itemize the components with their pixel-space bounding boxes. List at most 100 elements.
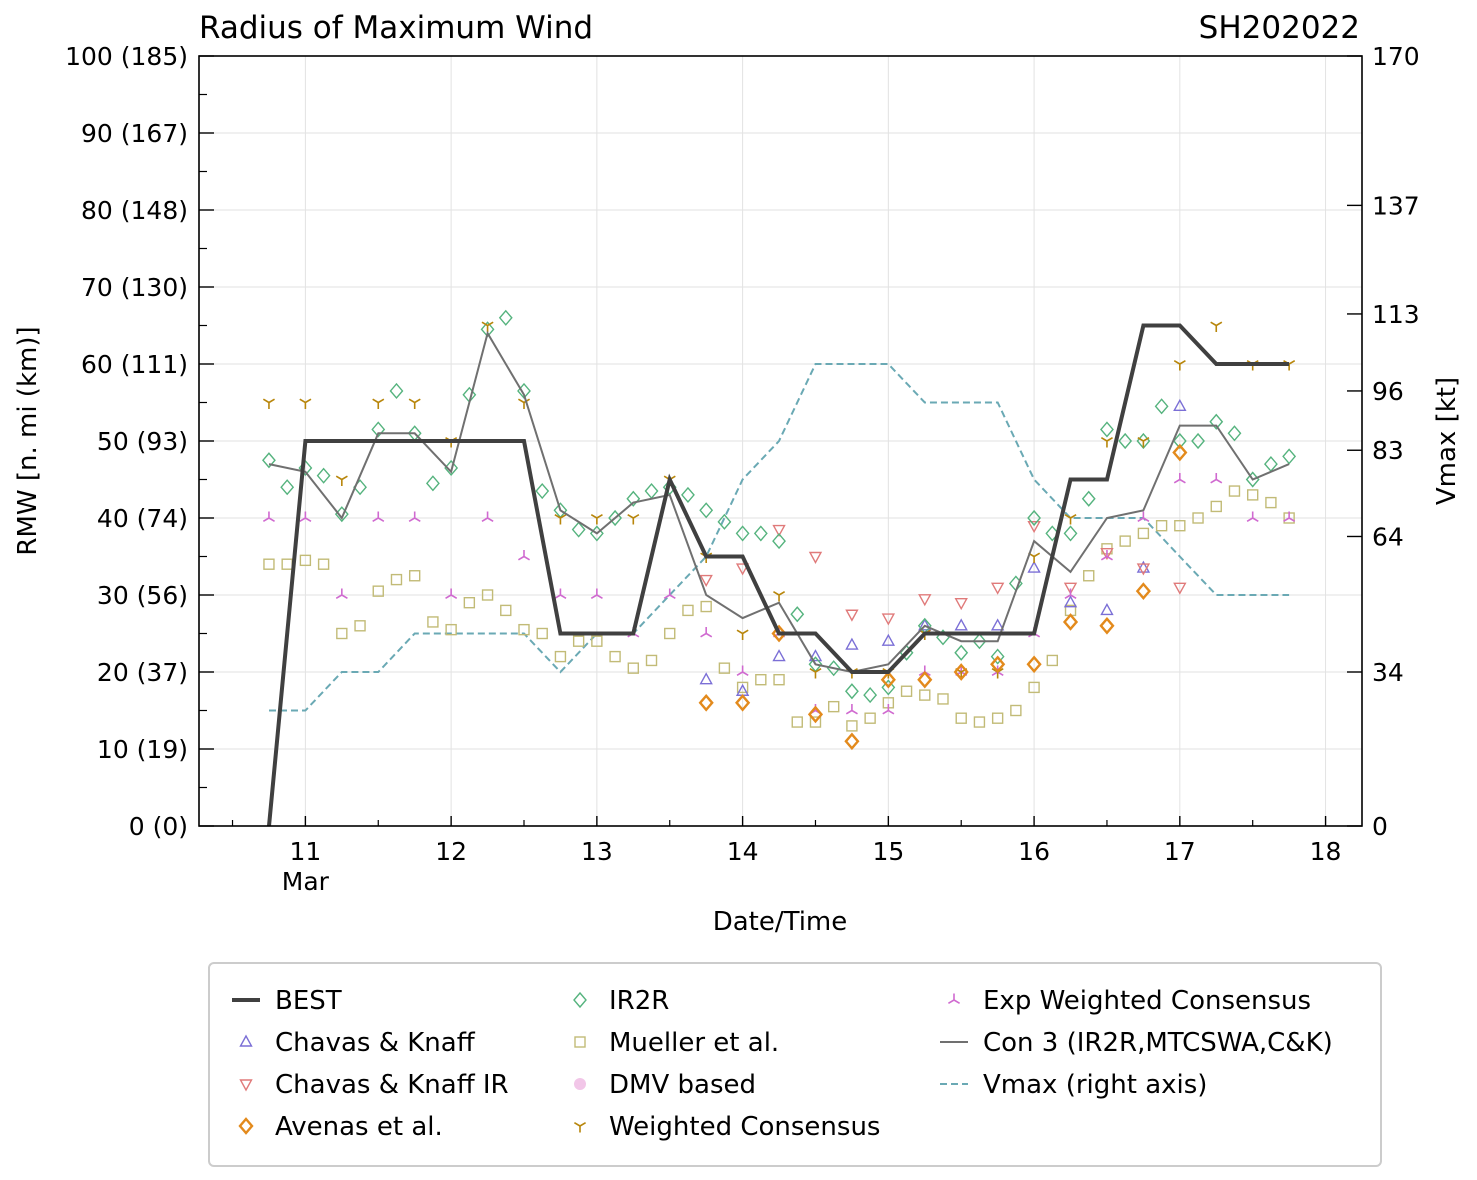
ir2r-marker <box>772 533 786 550</box>
mueller-marker <box>991 712 1004 724</box>
legend-swatch-ewc <box>947 993 961 1004</box>
y2-tick-label: 170 <box>1372 42 1420 71</box>
y-tick-label: 90 (167) <box>81 119 188 148</box>
series-avenas <box>698 443 1188 751</box>
wc-marker <box>1210 321 1223 332</box>
ir2r-marker <box>753 525 768 542</box>
y-tick-label: 80 (148) <box>81 196 188 225</box>
ir2r-marker <box>371 421 386 438</box>
ewc-marker <box>262 511 275 522</box>
ck-marker <box>699 672 713 685</box>
x-axis-label: Date/Time <box>713 907 848 937</box>
ckir-marker <box>1173 582 1187 595</box>
ir2r-marker <box>1209 413 1224 430</box>
ewc-marker <box>1137 511 1150 522</box>
mueller-marker <box>1174 520 1186 532</box>
ck-marker <box>808 649 823 662</box>
mueller-marker <box>1210 500 1222 513</box>
ck-marker <box>1136 560 1151 573</box>
mueller-marker <box>937 693 949 705</box>
legend-label-best: BEST <box>275 986 342 1016</box>
legend-swatch-ir2r <box>573 991 587 1009</box>
mueller-marker <box>336 627 348 640</box>
legend-box <box>208 962 1382 1167</box>
ckir-marker <box>954 598 968 611</box>
legend: BEST Chavas & Knaff Chavas & Knaff IR Avena… <box>232 986 1333 1142</box>
avenas-marker <box>917 670 933 689</box>
mueller-marker <box>536 627 548 640</box>
legend-swatch-mueller <box>574 1036 586 1048</box>
mueller-marker <box>919 689 931 701</box>
mueller-marker <box>1137 527 1150 540</box>
avenas-marker <box>771 624 787 643</box>
axes: 11 12 13 14 15 16 17 18 Mar 0 (0) 10 (19) 20 (37) 30… <box>65 42 1420 896</box>
mueller-marker <box>664 627 676 640</box>
ckir-marker <box>1136 563 1151 576</box>
ir2r-marker <box>280 479 295 496</box>
ir2r-marker <box>626 490 641 507</box>
legend-label-dmv: DMV based <box>609 1070 756 1100</box>
mueller-marker <box>1083 570 1095 582</box>
y-tick-label: 30 (56) <box>97 581 188 610</box>
ck-marker <box>990 618 1005 631</box>
mueller-marker <box>1046 654 1059 667</box>
mueller-marker <box>755 674 767 686</box>
ir2r-marker <box>954 644 969 661</box>
mueller-marker <box>736 681 749 694</box>
wc-marker <box>481 321 494 332</box>
ck-marker <box>1173 398 1187 412</box>
mueller-marker <box>481 589 494 601</box>
y2-tick-label: 0 <box>1372 812 1388 841</box>
x-tick-label: 15 <box>872 837 904 866</box>
mueller-marker <box>1028 681 1040 694</box>
ck-marker <box>1063 595 1078 608</box>
ir2r-marker <box>571 521 586 538</box>
ir2r-marker <box>1191 432 1205 450</box>
ckir-marker <box>845 609 859 622</box>
mueller-marker <box>1246 489 1259 501</box>
mueller-marker <box>518 623 530 636</box>
wc-marker <box>1100 437 1113 448</box>
y2-tick-label: 113 <box>1372 300 1420 329</box>
ckir-marker <box>990 582 1005 595</box>
ckir-marker <box>1100 547 1114 561</box>
ir2r-marker <box>699 502 714 519</box>
ewc-marker <box>736 665 749 676</box>
mueller-marker <box>955 712 967 724</box>
ewc-marker <box>335 588 348 599</box>
ir2r-marker <box>863 687 878 704</box>
legend-label-mueller: Mueller et al. <box>609 1028 779 1058</box>
ewc-marker <box>554 588 567 599</box>
wc-marker <box>590 514 603 525</box>
ewc-marker <box>1283 511 1296 522</box>
ckir-marker <box>1063 582 1078 595</box>
mueller-marker <box>445 623 457 636</box>
ir2r-marker <box>262 452 276 469</box>
mueller-marker <box>1228 485 1241 497</box>
x-tick-label: 18 <box>1310 837 1342 866</box>
wc-marker <box>372 398 385 409</box>
mueller-marker <box>645 654 658 667</box>
ir2r-marker <box>1227 425 1242 442</box>
wc-marker <box>1173 360 1186 371</box>
avenas-marker <box>990 655 1006 674</box>
ewc-marker <box>882 704 895 715</box>
vmax-line <box>269 363 1290 712</box>
ir2r-marker <box>1282 448 1297 465</box>
mueller-marker <box>1010 704 1022 717</box>
mueller-marker <box>973 716 986 728</box>
legend-item-ck: Chavas & Knaff <box>239 1028 476 1058</box>
ewc-marker <box>1173 473 1186 484</box>
ir2r-marker <box>826 660 841 677</box>
wc-marker <box>262 398 275 409</box>
ir2r-marker <box>1100 421 1114 438</box>
wc-marker <box>1064 514 1077 525</box>
ewc-marker <box>445 588 458 599</box>
series-ck <box>699 398 1187 696</box>
ir2r-marker <box>881 679 896 696</box>
ewc-marker <box>663 588 676 599</box>
ir2r-marker <box>444 459 459 477</box>
ir2r-marker <box>535 482 550 500</box>
ck-marker <box>918 618 932 631</box>
ir2r-marker <box>425 475 440 492</box>
